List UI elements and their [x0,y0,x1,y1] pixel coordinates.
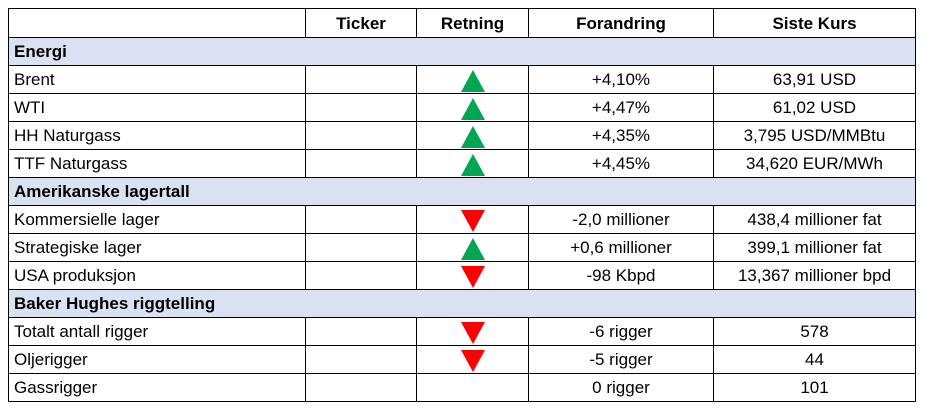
row-direction [416,345,529,374]
row-last-price: 13,367 millioner bpd [713,261,916,290]
table-row: HH Naturgass +4,35% 3,795 USD/MMBtu [8,121,916,150]
row-name: USA produksjon [8,261,306,290]
row-change: +0,6 millioner [528,233,714,262]
header-ticker: Ticker [305,8,417,38]
row-ticker [305,373,417,402]
row-ticker [305,261,417,290]
row-last-price: 34,620 EUR/MWh [713,149,916,178]
row-direction [416,317,529,346]
table-row: Brent +4,10% 63,91 USD [8,65,916,94]
down-arrow-icon [460,349,485,372]
section-title: Energi [8,37,916,66]
table-row: Gassrigger 0 rigger 101 [8,373,916,402]
row-change: -5 rigger [528,345,714,374]
row-name: Totalt antall rigger [8,317,306,346]
row-change: -6 rigger [528,317,714,346]
header-row: Ticker Retning Forandring Siste Kurs [8,8,916,38]
row-name: Kommersielle lager [8,205,306,234]
table-row: WTI +4,47% 61,02 USD [8,93,916,122]
table-row: Totalt antall rigger -6 rigger 578 [8,317,916,346]
down-arrow-icon [460,265,485,288]
table-row: USA produksjon -98 Kbpd 13,367 millioner b… [8,261,916,290]
row-name: HH Naturgass [8,121,306,150]
up-arrow-icon [460,237,485,260]
row-change: -98 Kbpd [528,261,714,290]
row-direction [416,261,529,290]
row-ticker [305,65,417,94]
section-row: Amerikanske lagertall [8,177,916,206]
row-last-price: 438,4 millioner fat [713,205,916,234]
row-ticker [305,205,417,234]
row-change: 0 rigger [528,373,714,402]
row-direction [416,233,529,262]
row-ticker [305,233,417,262]
row-direction [416,65,529,94]
table-row: Strategiske lager +0,6 millioner 399,1 mil… [8,233,916,262]
section-row: Energi [8,37,916,66]
row-name: Gassrigger [8,373,306,402]
row-last-price: 44 [713,345,916,374]
row-change: +4,45% [528,149,714,178]
header-change: Forandring [528,8,714,38]
row-ticker [305,345,417,374]
row-change: +4,10% [528,65,714,94]
row-direction [416,149,529,178]
row-direction [416,373,529,402]
header-name [8,8,306,38]
row-ticker [305,93,417,122]
row-name: Strategiske lager [8,233,306,262]
section-title: Baker Hughes riggtelling [8,289,916,318]
row-ticker [305,121,417,150]
row-direction [416,121,529,150]
table-header: Ticker Retning Forandring Siste Kurs [8,8,916,38]
row-name: TTF Naturgass [8,149,306,178]
row-ticker [305,317,417,346]
table-row: Kommersielle lager -2,0 millioner 438,4 mi… [8,205,916,234]
row-name: Oljerigger [8,345,306,374]
table-row: Oljerigger -5 rigger 44 [8,345,916,374]
down-arrow-icon [460,209,485,232]
table-body: Energi Brent +4,10% 63,91 USD WTI +4,47% 61,02… [8,37,916,402]
up-arrow-icon [460,97,485,120]
row-change: +4,35% [528,121,714,150]
row-last-price: 578 [713,317,916,346]
down-arrow-icon [460,321,485,344]
row-change: +4,47% [528,93,714,122]
row-last-price: 61,02 USD [713,93,916,122]
row-last-price: 399,1 millioner fat [713,233,916,262]
section-row: Baker Hughes riggtelling [8,289,916,318]
up-arrow-icon [460,69,485,92]
header-direction: Retning [416,8,529,38]
row-direction [416,93,529,122]
row-change: -2,0 millioner [528,205,714,234]
row-ticker [305,149,417,178]
row-last-price: 63,91 USD [713,65,916,94]
header-last-price: Siste Kurs [713,8,916,38]
table-row: TTF Naturgass +4,45% 34,620 EUR/MWh [8,149,916,178]
row-last-price: 101 [713,373,916,402]
up-arrow-icon [460,125,485,148]
row-last-price: 3,795 USD/MMBtu [713,121,916,150]
section-title: Amerikanske lagertall [8,177,916,206]
row-direction [416,205,529,234]
row-name: WTI [8,93,306,122]
market-table: Ticker Retning Forandring Siste Kurs Ene… [8,8,916,402]
row-name: Brent [8,65,306,94]
up-arrow-icon [460,153,485,176]
